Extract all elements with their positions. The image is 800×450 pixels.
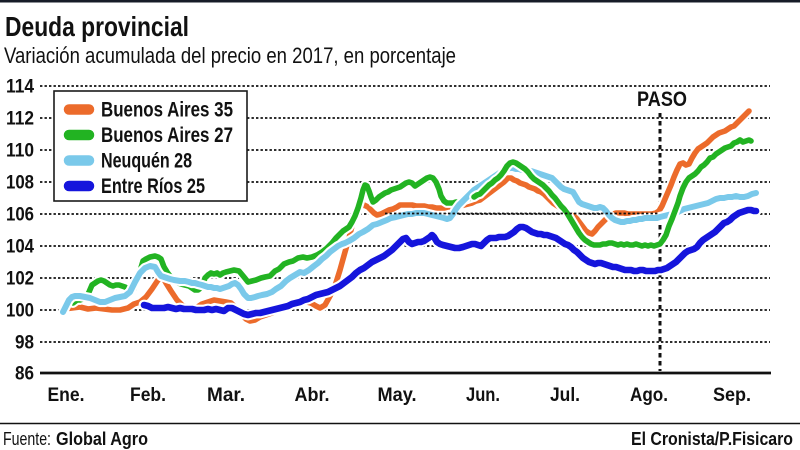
svg-text:Buenos Aires 27: Buenos Aires 27 [101,124,233,147]
svg-text:112: 112 [6,109,34,130]
svg-text:98: 98 [15,333,34,354]
svg-text:Sep.: Sep. [713,385,751,406]
svg-text:Global Agro: Global Agro [56,429,148,449]
svg-text:106: 106 [6,205,34,226]
svg-text:110: 110 [6,141,34,162]
svg-text:86: 86 [15,364,34,385]
svg-text:Feb.: Feb. [130,385,166,406]
svg-text:May.: May. [378,385,417,406]
svg-text:108: 108 [6,173,34,194]
svg-text:Deuda provincial: Deuda provincial [5,11,189,42]
svg-text:104: 104 [6,237,34,258]
svg-text:PASO: PASO [637,88,687,111]
svg-text:Buenos Aires 35: Buenos Aires 35 [101,99,233,122]
svg-text:Jun.: Jun. [466,385,500,406]
svg-text:Entre Ríos 25: Entre Ríos 25 [101,175,205,198]
svg-text:Jul.: Jul. [550,385,580,406]
svg-text:Variación acumulada del precio: Variación acumulada del precio en 2017, … [4,43,456,68]
svg-text:114: 114 [6,77,34,98]
svg-text:Ene.: Ene. [48,385,85,406]
svg-text:Abr.: Abr. [295,385,330,406]
svg-text:Fuente:: Fuente: [3,429,51,449]
svg-text:102: 102 [6,269,34,290]
svg-text:100: 100 [6,301,34,322]
svg-text:Mar.: Mar. [207,385,245,406]
svg-text:Neuquén 28: Neuquén 28 [101,150,192,173]
svg-text:Ago.: Ago. [630,385,668,406]
svg-text:El Cronista/P.Fisicaro: El Cronista/P.Fisicaro [631,429,793,449]
